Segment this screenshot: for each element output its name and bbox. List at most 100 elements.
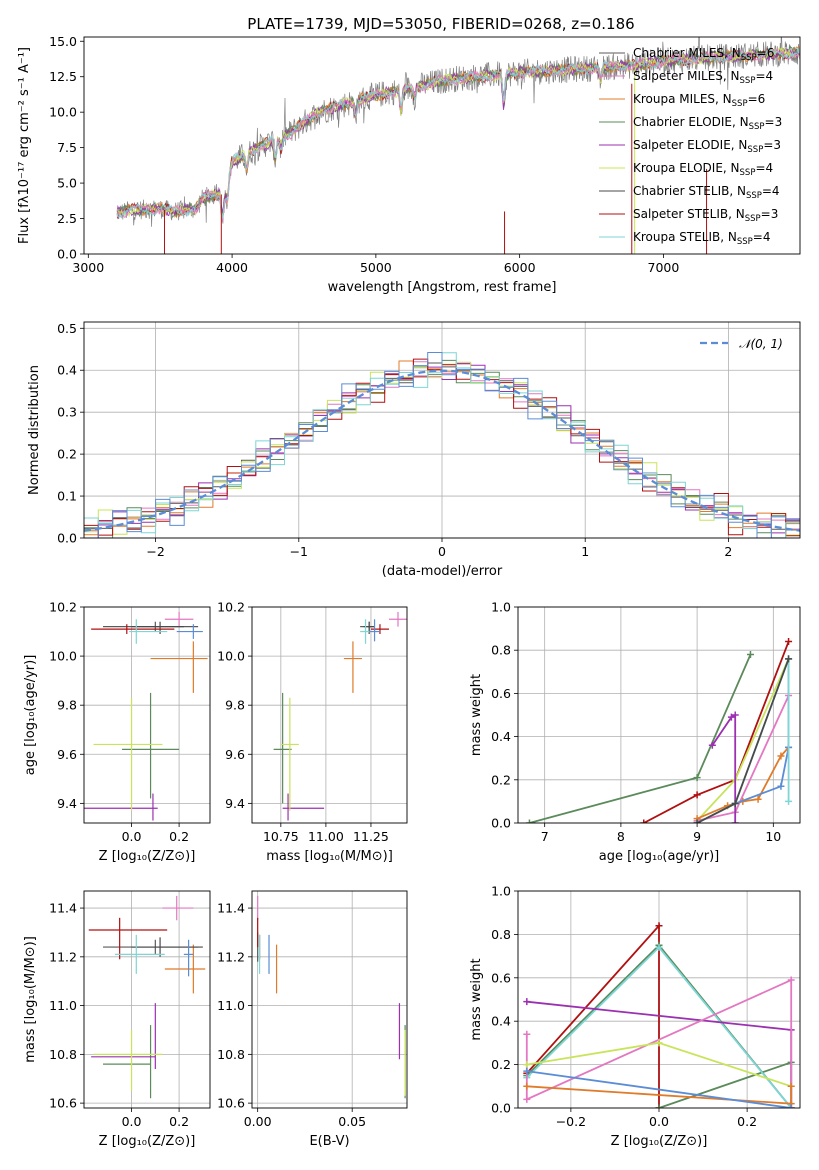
x-tick-label: 1 [581, 544, 589, 559]
weight-marker [754, 795, 762, 803]
x-tick-label: 0.00 [244, 1114, 272, 1129]
x-axis-label: age [log₁₀(age/yr)] [599, 849, 720, 864]
y-tick-label: 10.0 [49, 105, 77, 120]
weight-marker [787, 1082, 795, 1090]
x-axis-label: wavelength [Angstrom, rest frame] [328, 280, 557, 295]
x-tick-label: 11.25 [353, 829, 389, 844]
plot-area-age-vs-Z [84, 611, 208, 821]
x-tick-label: 11.00 [308, 829, 344, 844]
y-tick-label: 0.4 [57, 363, 77, 378]
y-tick-label: 0.8 [491, 927, 511, 942]
legend-entry-tail: =4 [755, 161, 773, 175]
x-tick-label: −0.2 [556, 1114, 586, 1129]
weight-marker [655, 1039, 663, 1047]
legend-entry-tail: =4 [755, 69, 773, 83]
legend-entry-tail: =3 [761, 207, 779, 221]
legend-entry-sub: SSP [732, 99, 748, 109]
x-axis-label: mass [log₁₀(M/M⊙)] [266, 849, 393, 864]
y-tick-label: 0.0 [491, 816, 511, 831]
legend-entry-sub: SSP [747, 145, 763, 155]
x-tick-label: 10.75 [263, 829, 299, 844]
y-tick-label: 0.6 [491, 970, 511, 985]
y-tick-label: 11.2 [217, 949, 245, 964]
y-axis-label: mass weight [469, 674, 484, 756]
y-tick-label: 0.6 [491, 686, 511, 701]
x-tick-label: 0.0 [122, 829, 142, 844]
weight-marker [693, 819, 701, 823]
x-tick-label: 0.0 [649, 1114, 669, 1129]
y-tick-label: 10.0 [49, 649, 77, 664]
y-tick-label: 0.2 [491, 1057, 511, 1072]
legend-entry-label: Chabrier STELIB, N [633, 184, 746, 198]
axes-frame [517, 890, 801, 1109]
grid-mass-vs-Z [84, 891, 210, 1108]
weight-marker [640, 819, 648, 823]
legend-entry-label: Kroupa STELIB, N [633, 230, 737, 244]
y-tick-label: 9.4 [225, 796, 245, 811]
y-tick-label: 0.8 [491, 643, 511, 658]
y-axis-label: Flux [fλ10⁻¹⁷ erg cm⁻² s⁻¹ A⁻¹] [17, 47, 32, 244]
y-tick-label: 0.0 [57, 531, 77, 546]
weight-marker [523, 1061, 531, 1069]
plot-area-mass-vs-EBV [257, 895, 406, 1099]
plot-area-spectrum [116, 37, 800, 254]
weight-marker [655, 922, 663, 930]
weight-line [711, 713, 737, 823]
x-tick-label: 7 [541, 829, 549, 844]
axes-frame [83, 606, 211, 824]
y-tick-label: 0.0 [57, 247, 77, 262]
y-tick-label: 11.4 [217, 901, 245, 916]
y-tick-label: 9.8 [57, 698, 77, 713]
legend-entry: Chabrier STELIB, NSSP=4 [633, 184, 780, 201]
panel-mass-vs-EBV: 0.00 0.05 10.6 10.8 11.0 11.2 11.4 E(B-V) [217, 890, 408, 1149]
x-tick-label: 2 [724, 544, 732, 559]
legend-entry-label: Salpeter ELODIE, N [633, 138, 747, 152]
y-tick-label: 10.2 [217, 600, 245, 615]
y-tick-label: 12.5 [49, 69, 77, 84]
legend-entry: Kroupa MILES, NSSP=6 [633, 92, 765, 109]
weight-marker [693, 791, 701, 799]
y-tick-label: 15.0 [49, 34, 77, 49]
x-tick-label: 7000 [648, 260, 680, 275]
y-tick-label: 9.6 [225, 747, 245, 762]
y-tick-label: 0.0 [491, 1101, 511, 1116]
y-tick-label: 0.2 [57, 447, 77, 462]
plot-area-age-vs-mass [273, 611, 407, 821]
x-tick-label: 10 [765, 829, 781, 844]
x-tick-label: 9 [693, 829, 701, 844]
weight-marker [693, 774, 701, 782]
grid-mass-vs-EBV [252, 891, 407, 1108]
weight-marker [731, 800, 739, 808]
legend-entry: Kroupa ELODIE, NSSP=4 [633, 161, 773, 178]
weight-marker [655, 943, 663, 951]
legend-entry-tail: =3 [763, 138, 781, 152]
grid-age-vs-mass [252, 606, 407, 823]
weight-marker [746, 651, 754, 659]
weight-marker [655, 1104, 663, 1108]
x-tick-label: −1 [290, 544, 308, 559]
legend-entry-sub: SSP [737, 237, 753, 247]
x-tick-label: 0.2 [737, 1114, 757, 1129]
weight-marker [787, 976, 795, 984]
legend-entry-label: Chabrier ELODIE, N [633, 115, 749, 129]
y-tick-label: 9.8 [225, 698, 245, 713]
panel-spectrum: 3000 4000 5000 6000 7000 0.0 2.5 5.0 7.5 10.0 12.5… [17, 34, 801, 295]
legend-entry-label: Kroupa ELODIE, N [633, 161, 740, 175]
x-axis-label: Z [log₁₀(Z/Z⊙)] [99, 1134, 196, 1149]
weight-marker [785, 797, 793, 805]
y-tick-label: 0.5 [57, 321, 77, 336]
legend-entry-sub: SSP [745, 214, 761, 224]
y-tick-label: 10.2 [49, 600, 77, 615]
weight-marker [525, 819, 533, 823]
legend-entry-label: Chabrier MILES, N [633, 46, 741, 60]
x-tick-label: 3000 [72, 260, 104, 275]
plot-area-mass-vs-Z [88, 895, 206, 1099]
x-tick-label: 0 [438, 544, 446, 559]
x-tick-label: 5000 [360, 260, 392, 275]
y-tick-label: 0.2 [491, 772, 511, 787]
legend-entry-label: Salpeter STELIB, N [633, 207, 745, 221]
model-spectrum-line [116, 47, 800, 219]
panel-mass-vs-Z: 0.0 0.2 10.6 10.8 11.0 11.2 11.4 Z [log₁₀(Z/Z⊙)… [23, 890, 211, 1149]
